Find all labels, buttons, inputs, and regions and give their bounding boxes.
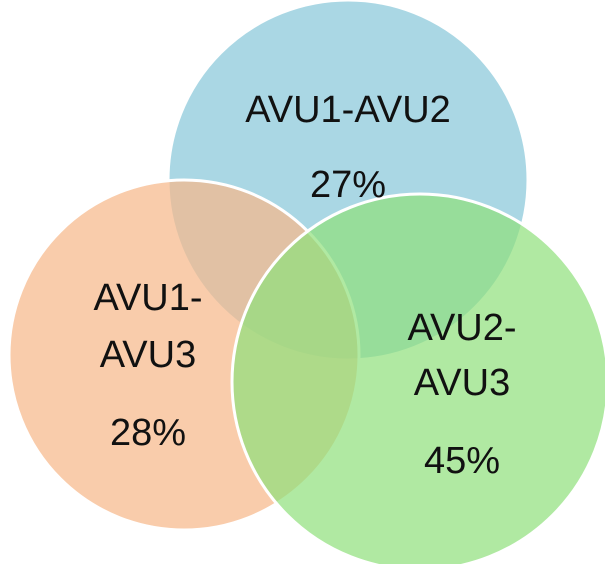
value: 45% <box>424 440 500 482</box>
label: AVU3 <box>100 334 196 376</box>
value: 27% <box>310 164 386 206</box>
label: AVU2- <box>407 307 516 349</box>
label: AVU1-AVU2 <box>245 89 451 131</box>
label: AVU3 <box>414 362 510 404</box>
circle-avu2-avu3 <box>230 192 605 564</box>
label: AVU1- <box>93 277 202 319</box>
value: 28% <box>110 412 186 454</box>
